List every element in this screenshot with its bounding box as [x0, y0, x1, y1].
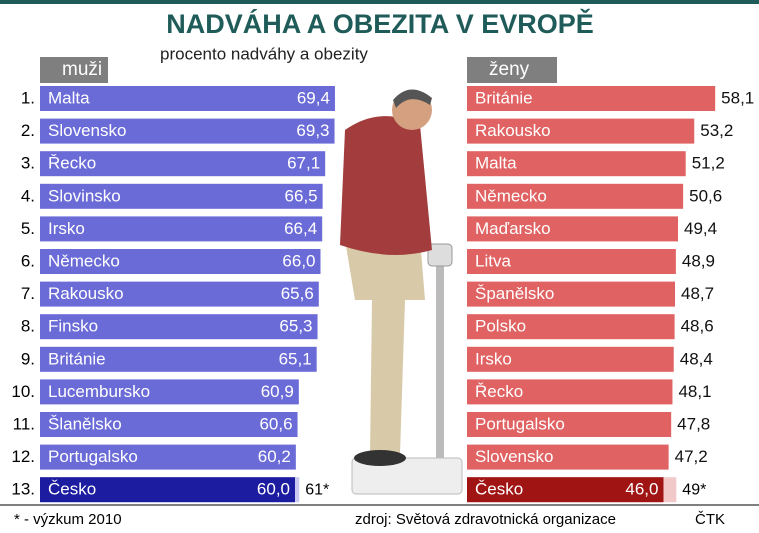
category-label: Finsko: [48, 317, 98, 336]
value-label: 51,2: [692, 154, 725, 173]
rank: 10.: [11, 382, 35, 401]
category-label: Lucembursko: [48, 382, 150, 401]
rank: 8.: [21, 317, 35, 336]
value-label: 48,6: [681, 317, 714, 336]
rank: 4.: [21, 186, 35, 205]
rank: 3.: [21, 154, 35, 173]
category-label: Šlanělsko: [48, 414, 122, 433]
value-label: 66,4: [284, 219, 317, 238]
category-label: Británie: [475, 88, 533, 107]
category-label: Portugalsko: [475, 414, 565, 433]
infographic: NADVÁHA A OBEZITA V EVROPĚ procento nadv…: [0, 0, 759, 533]
rank: 2.: [21, 121, 35, 140]
panel-title: muži: [62, 59, 102, 80]
subtitle: procento nadváhy a obezity: [160, 44, 368, 63]
value-label: 69,3: [296, 121, 329, 140]
rank: 1.: [21, 88, 35, 107]
value-label: 60,2: [258, 447, 291, 466]
value-label: 60,6: [259, 414, 292, 433]
category-label: Řecko: [475, 382, 523, 401]
value-label: 48,4: [680, 349, 713, 368]
category-label: Malta: [475, 154, 517, 173]
rank: 12.: [11, 447, 35, 466]
title: NADVÁHA A OBEZITA V EVROPĚ: [166, 8, 594, 39]
credit: ČTK: [695, 511, 725, 528]
category-label: Maďarsko: [475, 219, 551, 238]
value-label: 60,9: [261, 382, 294, 401]
category-label: Rakousko: [48, 284, 124, 303]
value-label: 66,5: [285, 186, 318, 205]
value-label: 46,0: [625, 480, 658, 499]
value-label: 65,1: [279, 349, 312, 368]
value-label: 65,6: [281, 284, 314, 303]
value-label: 49,4: [684, 219, 717, 238]
category-label: Irsko: [475, 349, 512, 368]
value-label: 47,8: [677, 414, 710, 433]
category-label: Španělsko: [475, 284, 554, 303]
footnote: * - výzkum 2010: [14, 511, 122, 528]
category-label: Česko: [475, 480, 523, 499]
value-label: 48,9: [682, 251, 715, 270]
category-label: Řecko: [48, 154, 96, 173]
rank: 6.: [21, 251, 35, 270]
rank: 7.: [21, 284, 35, 303]
survey-label: 61*: [305, 481, 329, 498]
value-label: 47,2: [675, 447, 708, 466]
category-label: Rakousko: [475, 121, 551, 140]
person-illustration: [340, 89, 462, 494]
value-label: 48,7: [681, 284, 714, 303]
rank: 9.: [21, 349, 35, 368]
value-label: 66,0: [282, 251, 315, 270]
category-label: Litva: [475, 251, 511, 270]
value-label: 65,3: [279, 317, 312, 336]
rank: 11.: [13, 414, 35, 433]
rank: 13.: [11, 480, 35, 499]
survey-label: 49*: [682, 481, 706, 498]
category-label: Polsko: [475, 317, 526, 336]
category-label: Česko: [48, 480, 96, 499]
value-label: 69,4: [297, 88, 330, 107]
category-label: Německo: [475, 186, 547, 205]
category-label: Irsko: [48, 219, 85, 238]
value-label: 48,1: [678, 382, 711, 401]
value-label: 67,1: [287, 154, 320, 173]
category-label: Německo: [48, 251, 120, 270]
source: zdroj: Světová zdravotnická organizace: [355, 511, 616, 528]
top-rule: [0, 0, 759, 4]
value-label: 60,0: [257, 480, 290, 499]
category-label: Slovensko: [475, 447, 553, 466]
value-label: 53,2: [700, 121, 733, 140]
rank: 5.: [21, 219, 35, 238]
category-label: Portugalsko: [48, 447, 138, 466]
category-label: Británie: [48, 349, 106, 368]
panel-title: ženy: [489, 59, 530, 80]
value-label: 58,1: [721, 88, 754, 107]
category-label: Slovinsko: [48, 186, 121, 205]
category-label: Slovensko: [48, 121, 126, 140]
value-label: 50,6: [689, 186, 722, 205]
category-label: Malta: [48, 88, 90, 107]
